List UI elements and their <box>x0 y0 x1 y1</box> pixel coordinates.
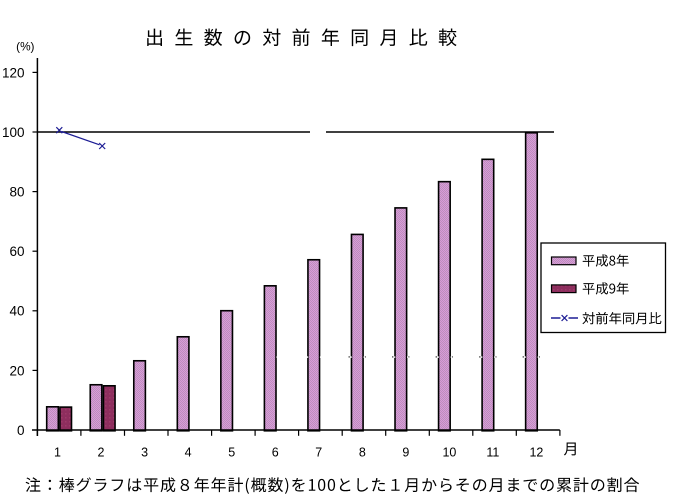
svg-text:80: 80 <box>9 185 24 200</box>
svg-text:100: 100 <box>2 125 25 140</box>
svg-text:10: 10 <box>442 445 456 459</box>
svg-text:60: 60 <box>9 244 24 259</box>
svg-text:(%): (%) <box>16 40 34 54</box>
svg-text:7: 7 <box>315 445 322 459</box>
svg-text:5: 5 <box>228 445 235 459</box>
svg-text:11: 11 <box>486 445 499 459</box>
svg-text:0: 0 <box>17 423 25 438</box>
svg-text:2: 2 <box>98 445 105 459</box>
svg-text:12: 12 <box>529 445 543 459</box>
svg-text:9: 9 <box>402 445 409 459</box>
svg-text:6: 6 <box>272 445 279 459</box>
svg-text:1: 1 <box>54 445 61 459</box>
svg-text:40: 40 <box>9 304 24 319</box>
svg-text:8: 8 <box>359 445 366 459</box>
svg-text:3: 3 <box>141 445 148 459</box>
svg-text:20: 20 <box>9 363 24 378</box>
svg-text:4: 4 <box>185 445 192 459</box>
svg-text:120: 120 <box>2 65 25 80</box>
